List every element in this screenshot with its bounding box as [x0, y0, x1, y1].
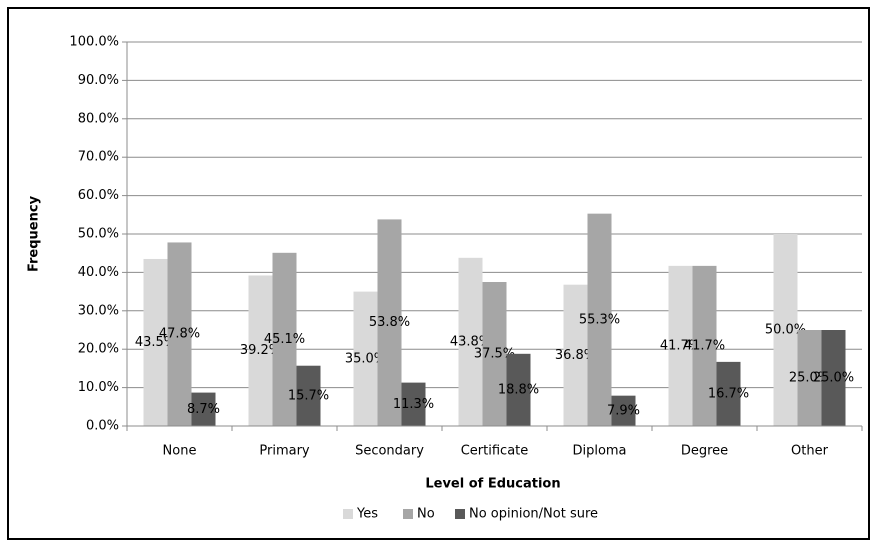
legend-label: No: [417, 507, 435, 522]
data-label: 55.3%: [579, 312, 620, 327]
y-tick-label: 10.0%: [78, 380, 119, 395]
chart-border: [7, 7, 870, 540]
data-label: 53.8%: [369, 315, 410, 330]
legend-label: No opinion/Not sure: [469, 507, 598, 522]
y-tick-label: 70.0%: [78, 150, 119, 165]
y-tick-label: 90.0%: [78, 73, 119, 88]
y-tick-label: 50.0%: [78, 227, 119, 242]
y-axis-title: Frequency: [27, 195, 42, 272]
bar: [248, 275, 273, 426]
bar: [482, 282, 507, 426]
data-label: 8.7%: [187, 402, 220, 417]
data-label: 37.5%: [474, 347, 515, 362]
bar: [506, 353, 531, 426]
data-label: 18.8%: [498, 382, 539, 397]
data-label: 16.7%: [708, 386, 749, 401]
bar: [191, 392, 216, 426]
data-label: 43.8%: [450, 334, 491, 349]
legend-label: Yes: [356, 507, 378, 522]
x-tick-label: Secondary: [355, 444, 424, 459]
bar: [296, 365, 321, 426]
bar: [563, 284, 588, 426]
data-label: 11.3%: [393, 397, 434, 412]
data-label: 36.8%: [555, 348, 596, 363]
data-label: 41.7%: [660, 338, 701, 353]
bar: [797, 330, 822, 426]
data-label: 41.7%: [684, 338, 725, 353]
x-tick-label: None: [163, 444, 197, 459]
legend-swatch: [455, 509, 465, 519]
bar: [377, 219, 402, 426]
y-tick-label: 20.0%: [78, 342, 119, 357]
x-tick-label: Other: [791, 444, 829, 459]
bar: [272, 252, 297, 426]
x-tick-label: Primary: [259, 444, 310, 459]
data-label: 25.0%: [789, 371, 830, 386]
y-tick-label: 0.0%: [86, 419, 119, 434]
data-label: 39.2%: [240, 343, 281, 358]
data-label: 15.7%: [288, 388, 329, 403]
data-label: 45.1%: [264, 332, 305, 347]
legend-swatch: [343, 509, 353, 519]
data-label: 43.5%: [135, 335, 176, 350]
y-tick-label: 30.0%: [78, 303, 119, 318]
bar: [821, 330, 846, 426]
bar: [353, 291, 378, 426]
data-label: 50.0%: [765, 323, 806, 338]
bar: [143, 258, 168, 426]
data-label: 25.0%: [813, 371, 854, 386]
x-tick-label: Degree: [681, 444, 728, 459]
bar: [401, 382, 426, 426]
y-tick-label: 80.0%: [78, 111, 119, 126]
bar: [716, 361, 741, 426]
y-tick-label: 40.0%: [78, 265, 119, 280]
x-tick-label: Diploma: [572, 444, 626, 459]
bar: [773, 234, 798, 426]
data-label: 7.9%: [607, 403, 640, 418]
data-label: 35.0%: [345, 351, 386, 366]
data-label: 47.8%: [159, 327, 200, 342]
y-tick-label: 100.0%: [69, 35, 119, 50]
bar: [611, 395, 636, 426]
bar: [692, 265, 717, 426]
bar: [668, 265, 693, 426]
y-tick-label: 60.0%: [78, 188, 119, 203]
x-tick-label: Certificate: [461, 444, 529, 459]
bar: [587, 213, 612, 426]
legend-swatch: [403, 509, 413, 519]
bar: [458, 257, 483, 426]
x-axis-title: Level of Education: [425, 477, 560, 492]
bar: [167, 242, 192, 426]
